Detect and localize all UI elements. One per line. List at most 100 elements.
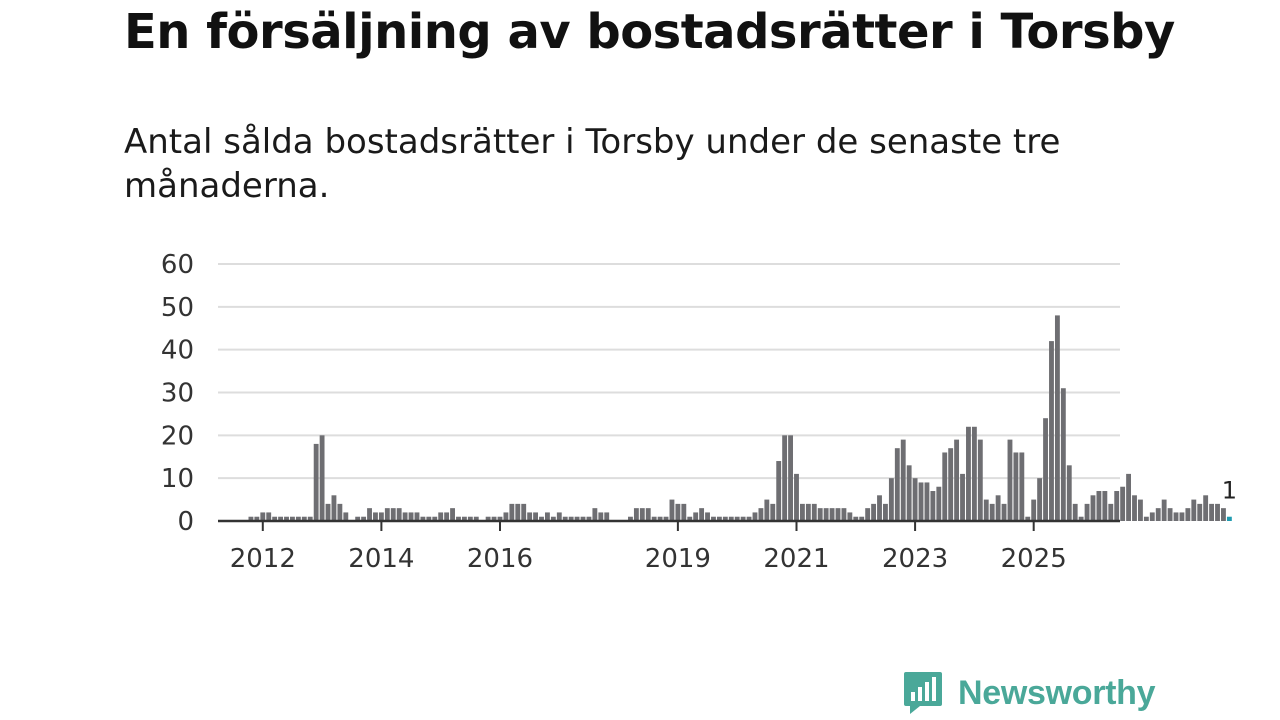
bar <box>420 516 426 521</box>
latest-value-label: 1 <box>1222 477 1237 505</box>
bar <box>592 508 598 521</box>
bar <box>1149 512 1155 521</box>
bar <box>1084 503 1090 521</box>
bar <box>527 512 533 521</box>
bar <box>912 478 918 521</box>
bar-latest <box>1226 516 1232 521</box>
x-tick-label: 2021 <box>763 544 829 574</box>
bar <box>290 516 295 521</box>
bar <box>515 503 521 521</box>
x-tick-label: 2012 <box>230 544 296 574</box>
bar <box>948 448 954 521</box>
bar <box>1197 503 1203 521</box>
bar <box>633 508 639 521</box>
newsworthy-brand-name: Newsworthy <box>958 673 1156 712</box>
bar <box>705 512 710 521</box>
bar <box>450 508 455 521</box>
bar <box>823 508 829 521</box>
newsworthy-logo-icon <box>904 672 942 714</box>
y-tick-label: 50 <box>161 293 194 323</box>
bar <box>865 508 871 521</box>
x-tick-label: 2023 <box>882 544 948 574</box>
bar <box>788 435 793 521</box>
bar <box>414 512 420 521</box>
bar <box>556 512 562 521</box>
bar <box>295 516 301 521</box>
bar <box>1167 508 1173 521</box>
bar <box>580 516 586 521</box>
bar <box>598 512 604 521</box>
bar <box>877 495 882 521</box>
bar <box>1037 478 1043 521</box>
labels: 0 10 20 30 40 50 60 2012 2014 2016 2019 2021 2023 202… <box>161 250 1237 574</box>
bar <box>799 503 805 521</box>
bar <box>1120 486 1126 521</box>
chart-subtitle: Antal sålda bostadsrätter i Torsby under… <box>124 122 1061 206</box>
bar <box>1049 341 1054 521</box>
bar <box>966 426 971 521</box>
bar <box>539 516 544 521</box>
y-tick-label: 40 <box>161 336 194 366</box>
x-tick-label: 2019 <box>645 544 711 574</box>
bar <box>675 503 681 521</box>
bar <box>669 499 675 521</box>
bar <box>835 508 841 521</box>
bar <box>894 448 900 521</box>
y-tick-label: 60 <box>161 250 194 280</box>
bar <box>805 503 811 521</box>
bar <box>1072 503 1078 521</box>
bar <box>971 426 977 521</box>
bar <box>461 516 467 521</box>
bar <box>402 512 408 521</box>
bar <box>663 516 669 521</box>
bar <box>906 465 912 521</box>
bar <box>1090 495 1096 521</box>
y-tick-label: 30 <box>161 379 194 409</box>
bar <box>325 503 331 521</box>
bar <box>1203 495 1209 521</box>
bar <box>545 512 550 521</box>
bar <box>983 499 989 521</box>
bar <box>343 512 349 521</box>
bar <box>1114 491 1120 521</box>
bar <box>628 516 633 521</box>
bar <box>319 435 325 521</box>
bar <box>550 516 556 521</box>
bar <box>1007 439 1013 521</box>
bar <box>758 508 764 521</box>
bar <box>1173 512 1179 521</box>
bar <box>1001 503 1007 521</box>
bar <box>693 512 699 521</box>
bar <box>604 512 610 521</box>
bar <box>1138 499 1143 521</box>
bars <box>248 315 1232 521</box>
bar <box>284 516 289 521</box>
bar <box>871 503 877 521</box>
bar <box>248 516 254 521</box>
bar <box>782 435 788 521</box>
bar <box>396 508 402 521</box>
bar <box>888 478 894 521</box>
bar <box>408 512 414 521</box>
bar <box>1025 516 1031 521</box>
bar <box>1143 516 1149 521</box>
bar <box>740 516 746 521</box>
bar <box>1060 388 1066 521</box>
bar <box>859 516 865 521</box>
bar <box>361 516 367 521</box>
bar <box>367 508 372 521</box>
bar <box>681 503 687 521</box>
bar <box>473 516 479 521</box>
bar <box>645 508 651 521</box>
y-tick-label: 0 <box>177 507 194 537</box>
x-tick-label: 2025 <box>1001 544 1067 574</box>
bar <box>728 516 734 521</box>
bar <box>1126 473 1131 521</box>
x-tick-label: 2016 <box>467 544 533 574</box>
bar <box>1161 499 1167 521</box>
bar <box>699 508 705 521</box>
axes <box>218 519 1120 531</box>
bar <box>456 516 461 521</box>
bar <box>1209 503 1215 521</box>
bar <box>331 495 337 521</box>
